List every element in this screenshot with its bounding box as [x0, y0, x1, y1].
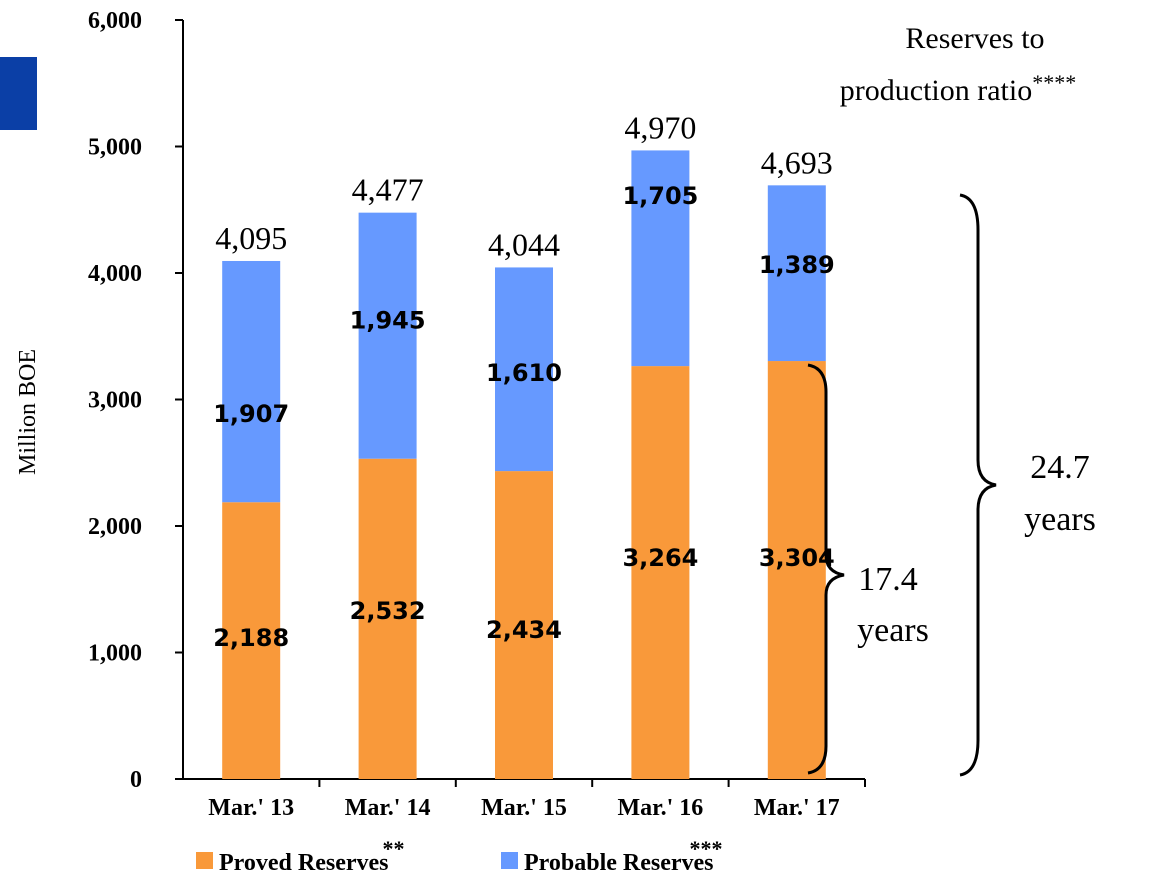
y-tick-label: 5,000 — [88, 135, 142, 161]
legend-item-probable: Probable Reserves*** — [501, 836, 723, 876]
bar-proved — [358, 458, 417, 779]
data-label-proved: 2,188 — [213, 624, 289, 652]
side-accent-tab — [0, 57, 37, 130]
legend-swatch-probable — [501, 852, 518, 869]
legend: Proved Reserves** Probable Reserves*** — [196, 836, 723, 876]
legend-suffix-probable: *** — [690, 836, 723, 861]
x-tick-label: Mar.' 17 — [754, 795, 840, 821]
y-axis-label: Million BOE — [15, 349, 41, 475]
ratio-title-suffix: **** — [1032, 70, 1076, 95]
data-label-total: 4,477 — [352, 172, 424, 208]
bar-probable — [222, 260, 281, 503]
data-label-total: 4,693 — [761, 144, 833, 180]
chart-bars — [222, 150, 826, 779]
bar-probable — [358, 212, 417, 459]
x-tick-label: Mar.' 13 — [208, 795, 294, 821]
y-tick-label: 0 — [130, 767, 142, 793]
legend-label-probable-group: Probable Reserves*** — [524, 836, 723, 876]
proved-ratio-unit: years — [857, 612, 929, 649]
chart-data-labels: 2,188 1,907 4,095 2,532 1,945 4,477 2,434 1,610… — [213, 109, 835, 652]
y-tick-label: 6,000 — [88, 8, 142, 34]
legend-label-probable: Probable Reserves — [524, 850, 714, 876]
data-label-proved: 3,304 — [759, 544, 835, 572]
x-tick-label: Mar.' 14 — [345, 795, 431, 821]
total-ratio-brace — [959, 193, 997, 777]
total-ratio-value: 24.7 — [1030, 449, 1090, 486]
bar-proved — [495, 471, 553, 779]
legend-item-proved: Proved Reserves** — [196, 836, 405, 876]
y-tick-label: 2,000 — [88, 514, 142, 540]
x-tick-label: Mar.' 15 — [481, 795, 567, 821]
y-tick-label: 4,000 — [88, 261, 142, 287]
legend-label-proved-group: Proved Reserves** — [219, 836, 405, 876]
data-label-probable: 1,705 — [622, 182, 698, 210]
data-label-probable: 1,389 — [759, 251, 835, 279]
data-label-probable: 1,945 — [350, 307, 426, 335]
bar-proved — [767, 361, 826, 779]
ratio-title-line2: production ratio — [840, 74, 1032, 107]
data-label-probable: 1,907 — [213, 400, 289, 428]
legend-swatch-proved — [196, 852, 213, 869]
data-label-total: 4,970 — [624, 109, 696, 145]
ratio-title-line1: Reserves to — [905, 22, 1044, 55]
proved-ratio-value: 17.4 — [858, 561, 918, 598]
bar-probable — [767, 185, 826, 362]
data-label-total: 4,044 — [488, 226, 560, 262]
bar-probable — [495, 267, 553, 472]
total-ratio-unit: years — [1024, 501, 1096, 538]
y-tick-label: 1,000 — [88, 641, 142, 667]
data-label-total: 4,095 — [215, 220, 287, 256]
bar-probable — [631, 150, 690, 367]
bar-proved — [222, 502, 281, 779]
ratio-annotation: Reserves to production ratio**** 24.7 ye… — [807, 22, 1096, 777]
y-tick-label: 3,000 — [88, 388, 142, 414]
data-label-proved: 2,434 — [486, 616, 562, 644]
data-label-proved: 3,264 — [622, 544, 698, 572]
x-tick-label: Mar.' 16 — [618, 795, 704, 821]
chart-axes: 0 1,000 2,000 3,000 4,000 5,000 6,000 Mar.' 13 M… — [88, 8, 866, 821]
data-label-proved: 2,532 — [350, 597, 426, 625]
data-label-probable: 1,610 — [486, 359, 562, 387]
bar-proved — [631, 366, 690, 779]
proved-ratio-brace — [807, 363, 845, 775]
legend-label-proved: Proved Reserves — [219, 850, 389, 876]
legend-suffix-proved: ** — [383, 836, 405, 861]
ratio-title-line2-group: production ratio**** — [840, 70, 1076, 107]
